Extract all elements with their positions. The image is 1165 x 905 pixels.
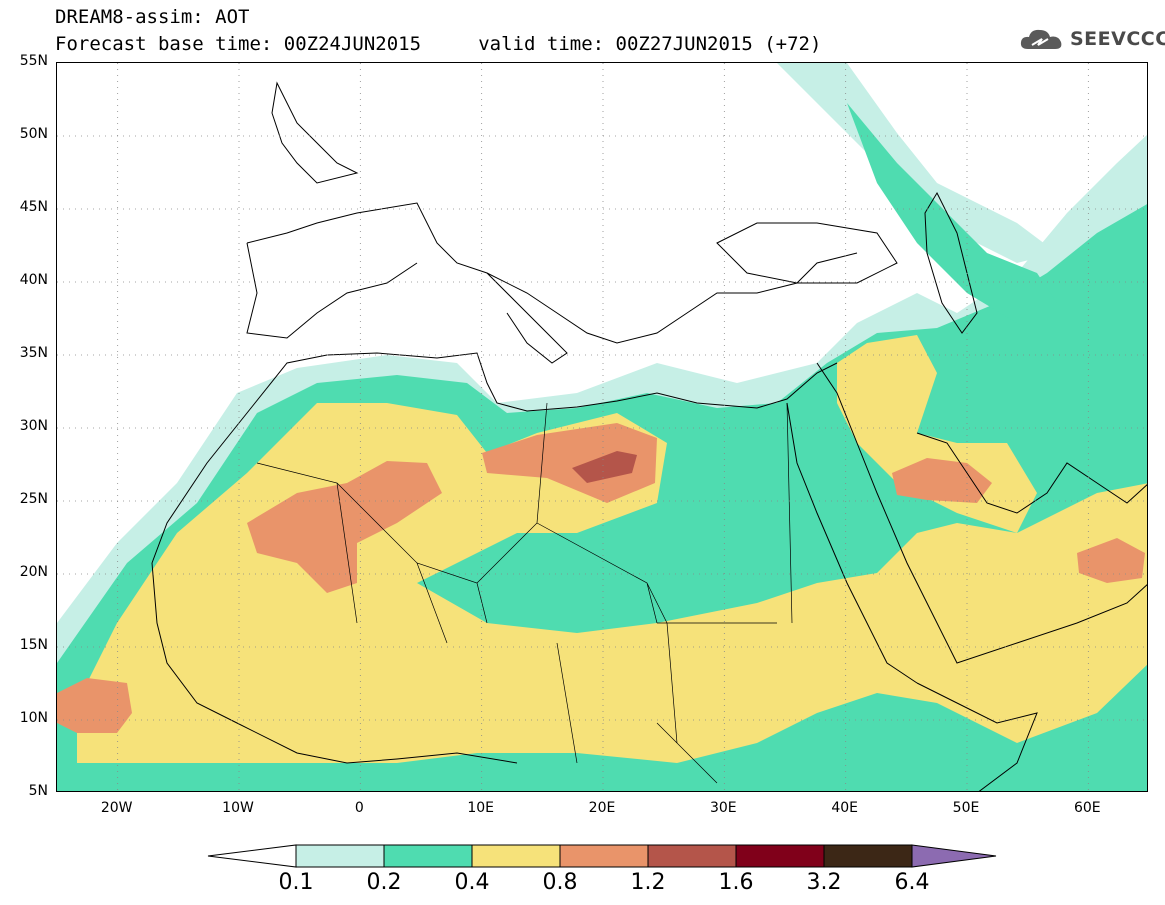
colorbar-label: 0.8 [542, 870, 578, 895]
colorbar-box [383, 844, 473, 868]
colorbar-box [471, 844, 561, 868]
lon-label: 40E [831, 800, 858, 816]
colorbar-label: 0.4 [454, 870, 490, 895]
aot-band-0.8-west [57, 678, 132, 733]
colorbar-low-arrow [207, 844, 297, 868]
coastline-iberia [246, 242, 418, 339]
lat-label: 45N [19, 199, 48, 215]
forecast-time-line: Forecast base time: 00Z24JUN2015 valid t… [55, 33, 822, 55]
lat-label: 15N [19, 637, 48, 653]
lat-label: 50N [19, 126, 48, 142]
lat-label: 35N [19, 345, 48, 361]
aot-band-0.8-arabia [892, 458, 992, 503]
lon-label: 10W [222, 800, 254, 816]
colorbar-label: 0.2 [366, 870, 402, 895]
aot-band-1.2 [572, 451, 637, 483]
coastline-gulf [916, 432, 1147, 514]
coastline-italy [486, 272, 568, 364]
aot-band-0.8-yemen [1077, 538, 1145, 583]
coastline-caspian [924, 191, 978, 334]
coastline-north-africa [151, 352, 838, 564]
lat-label: 10N [19, 710, 48, 726]
coastline-uk [271, 81, 359, 184]
logo-text: SEEVCCC [1070, 28, 1165, 50]
aot-shading [57, 63, 1147, 791]
aot-band-0.2-north [847, 103, 1057, 323]
colorbar-label: 6.4 [894, 870, 930, 895]
lat-label: 5N [28, 783, 48, 799]
coastline-red-sea [786, 402, 918, 684]
lat-label: 30N [19, 418, 48, 434]
coastline-arabia [816, 362, 1147, 664]
colorbar-box [823, 844, 913, 868]
lat-label: 25N [19, 491, 48, 507]
colorbar-high-arrow [911, 844, 997, 868]
cloud-icon [1020, 29, 1062, 49]
colorbar-label: 0.1 [278, 870, 314, 895]
colorbar-label: 3.2 [806, 870, 842, 895]
lon-label: 30E [709, 800, 737, 816]
seevccc-logo: SEEVCCC [1018, 24, 1165, 54]
colorbar-label: 1.6 [718, 870, 754, 895]
lon-label: 10E [467, 800, 494, 816]
aot-band-0.1-caspian [777, 63, 1057, 263]
coastlines [151, 81, 1147, 791]
lon-label: 50E [952, 800, 980, 816]
map-grid [57, 63, 1147, 791]
lon-label: 60E [1073, 800, 1101, 816]
lat-label: 40N [19, 272, 48, 288]
borders [256, 402, 793, 784]
border-lines [256, 402, 793, 784]
aot-band-0.8-sahara [247, 461, 442, 593]
lat-label: 20N [19, 564, 48, 580]
colorbar-box [647, 844, 737, 868]
lon-label: 20W [100, 800, 133, 816]
coastline-horn [916, 682, 1038, 791]
lon-label: 0 [354, 800, 364, 816]
colorbar-box [559, 844, 649, 868]
colorbar-label: 1.2 [630, 870, 666, 895]
map-title: DREAM8-assim: AOT [55, 6, 250, 28]
aot-map [56, 62, 1148, 792]
lon-label: 20E [588, 800, 616, 816]
colorbar-box [295, 844, 385, 868]
coastline-black-sea [716, 222, 898, 284]
coastline-europe [246, 202, 858, 344]
colorbar-box [735, 844, 825, 868]
coastline-west-africa [151, 562, 518, 764]
lat-label: 55N [19, 53, 48, 69]
aot-band-0.8-libya [482, 423, 657, 503]
map-canvas [57, 63, 1147, 791]
